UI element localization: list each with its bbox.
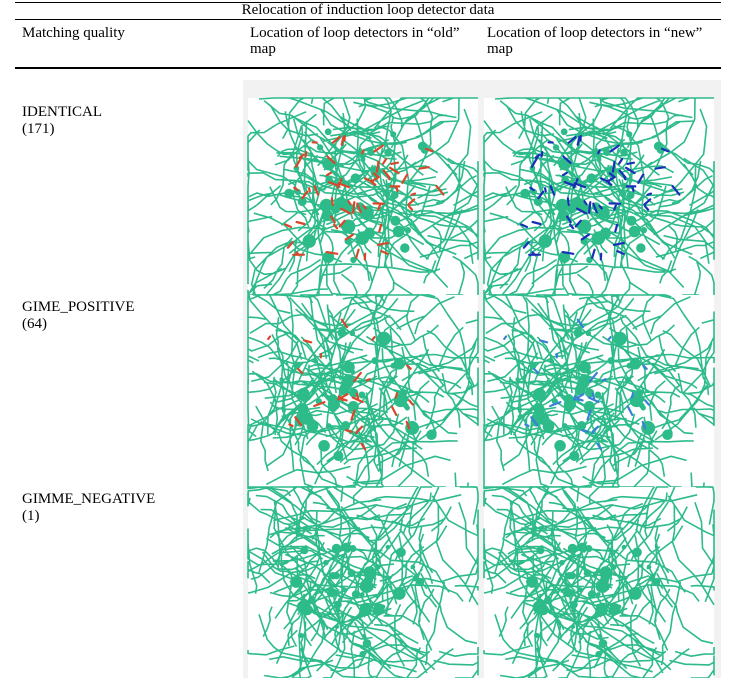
quality-count: (1) xyxy=(22,508,40,524)
page: {"table": { "title": "Relocation of indu… xyxy=(0,0,734,678)
quality-label: IDENTICAL xyxy=(22,104,102,120)
table-title: Relocation of induction loop detector da… xyxy=(15,2,721,18)
header-cell: Location of loop detectors in “new” map xyxy=(487,25,719,57)
title-rule xyxy=(15,19,721,20)
map-panel xyxy=(243,80,721,678)
quality-count: (64) xyxy=(22,316,47,332)
header-cell: Matching quality xyxy=(22,25,125,41)
header-rule xyxy=(15,67,721,69)
header-cell: Location of loop detectors in “old” map xyxy=(250,25,482,57)
quality-label: GIME_POSITIVE xyxy=(22,299,135,315)
quality-count: (171) xyxy=(22,121,55,137)
quality-label: GIMME_NEGATIVE xyxy=(22,491,155,507)
